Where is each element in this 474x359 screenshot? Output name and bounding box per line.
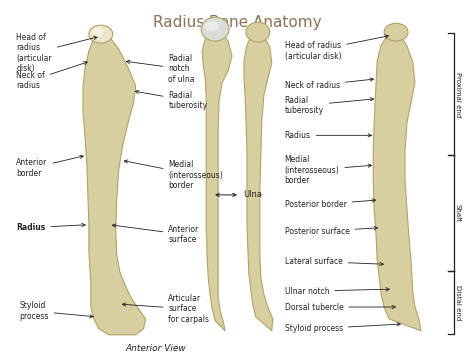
Text: Neck of
radius: Neck of radius <box>16 61 87 90</box>
Ellipse shape <box>92 28 104 37</box>
Text: Dorsal tubercle: Dorsal tubercle <box>285 303 395 312</box>
Polygon shape <box>83 29 146 335</box>
Text: Ulna: Ulna <box>243 190 262 199</box>
Text: Posterior surface: Posterior surface <box>285 227 377 236</box>
Text: Radial
notch
of ulna: Radial notch of ulna <box>127 54 195 84</box>
Text: Radial
tuberosity: Radial tuberosity <box>135 90 208 110</box>
Text: Distal end: Distal end <box>455 285 461 320</box>
Ellipse shape <box>384 23 408 41</box>
Text: Medial
(interosseous)
border: Medial (interosseous) border <box>285 155 372 185</box>
Text: Articular
surface
for carpals: Articular surface for carpals <box>122 294 210 324</box>
Text: Head of radius
(articular disk): Head of radius (articular disk) <box>285 35 389 61</box>
Text: Anterior View: Anterior View <box>125 344 186 353</box>
Ellipse shape <box>246 22 270 42</box>
Ellipse shape <box>205 21 219 31</box>
Text: Radius Bone Anatomy: Radius Bone Anatomy <box>153 15 321 30</box>
Text: Radius: Radius <box>285 131 372 140</box>
Text: Radius: Radius <box>16 223 85 232</box>
Text: Styloid
process: Styloid process <box>19 301 93 321</box>
Text: Proximal end: Proximal end <box>455 71 461 117</box>
Text: Head of
radius
(articular
disk): Head of radius (articular disk) <box>16 33 97 73</box>
Text: Shaft: Shaft <box>455 204 461 222</box>
Polygon shape <box>373 33 421 331</box>
Polygon shape <box>202 29 232 331</box>
Text: Posterior border: Posterior border <box>285 199 375 209</box>
Text: Lateral surface: Lateral surface <box>285 257 383 266</box>
Text: Styloid process: Styloid process <box>285 323 401 334</box>
Text: Anterior
border: Anterior border <box>16 155 83 178</box>
Text: Anterior
surface: Anterior surface <box>112 224 200 244</box>
Text: Neck of radius: Neck of radius <box>285 78 374 90</box>
Polygon shape <box>244 33 273 331</box>
Text: Radial
tuberosity: Radial tuberosity <box>285 96 374 115</box>
Text: Medial
(interosseous)
border: Medial (interosseous) border <box>124 160 223 190</box>
Ellipse shape <box>89 25 113 43</box>
Ellipse shape <box>201 17 229 41</box>
Text: Ulnar notch: Ulnar notch <box>285 286 389 295</box>
